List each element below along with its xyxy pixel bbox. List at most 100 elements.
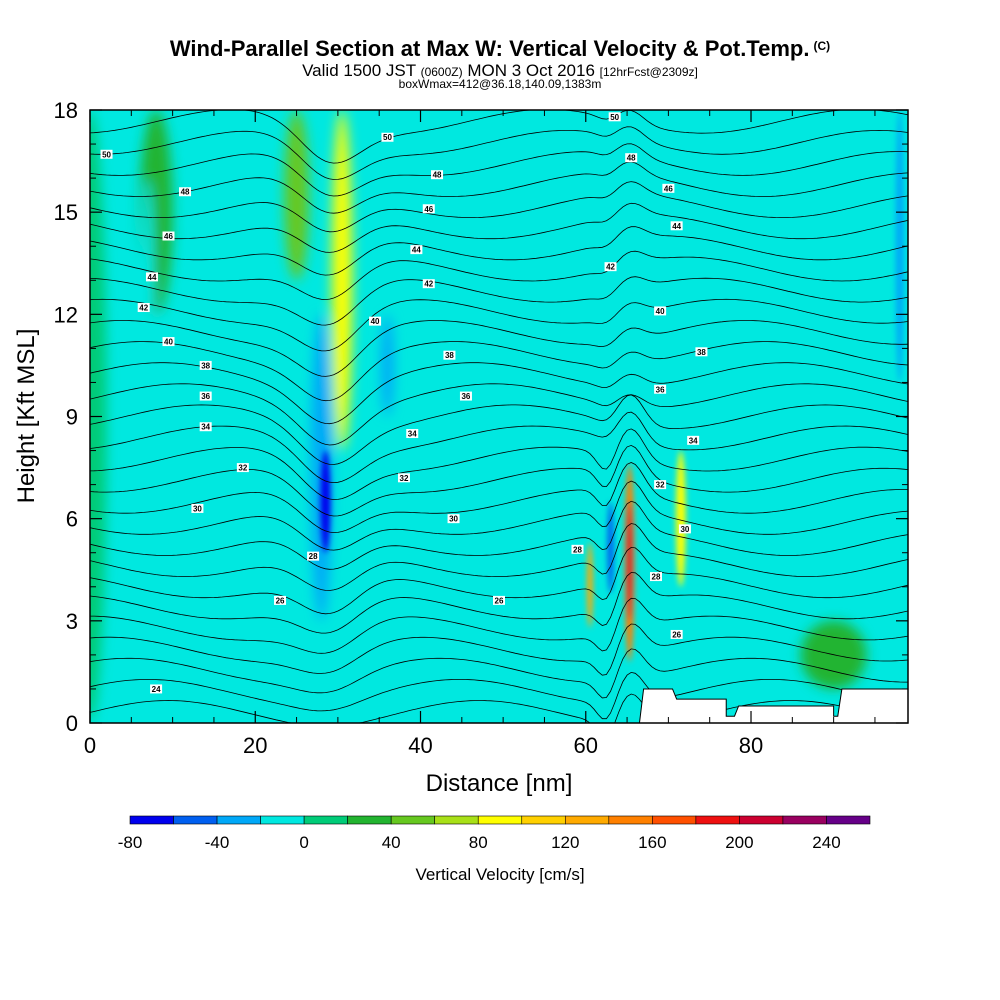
contour-label-bg-16: [422, 204, 435, 214]
contour-label-3: 44: [148, 273, 157, 282]
vv-feature-3: [284, 110, 309, 281]
contour-label-14: 50: [383, 133, 392, 142]
contour-label-38: 28: [652, 573, 661, 582]
y-tick-label-15: 15: [54, 200, 78, 225]
contour-label-29: 46: [664, 184, 673, 193]
contour-label-bg-35: [687, 435, 700, 445]
theta-contour-45: [90, 250, 908, 301]
theta-contour-43: [90, 298, 908, 352]
contour-label-19: 40: [371, 317, 380, 326]
contour-label-bg-29: [662, 183, 675, 193]
theta-contour-29: [90, 572, 908, 634]
theta-contour-48: [90, 181, 908, 233]
contour-label-23: 32: [400, 474, 409, 483]
y-tick-label-0: 0: [66, 711, 78, 736]
contour-label-bg-19: [369, 316, 382, 326]
chart-subtitle: Valid 1500 JST (0600Z) MON 3 Oct 2016 [1…: [302, 61, 698, 80]
contour-label-bg-30: [670, 221, 683, 231]
contour-label-bg-7: [199, 391, 212, 401]
copyright-mark: (C): [813, 39, 831, 53]
contour-label-bg-25: [571, 544, 584, 554]
vv-feature-7: [381, 314, 394, 417]
colorbar-swatch-3: [260, 815, 305, 825]
contour-label-bg-10: [191, 503, 204, 513]
contour-label-bg-11: [307, 551, 320, 561]
contour-label-32: 40: [656, 307, 665, 316]
contour-label-33: 38: [697, 348, 706, 357]
theta-contour-41: [90, 341, 908, 402]
theta-contour-44: [90, 276, 908, 326]
contour-label-bg-17: [410, 245, 423, 255]
vv-feature-11: [607, 501, 614, 594]
colorbar-swatch-10: [564, 815, 610, 825]
theta-contour-32: [90, 500, 908, 570]
contour-label-bg-36: [654, 480, 667, 490]
theta-contour-31: [90, 523, 908, 591]
contour-label-26: 26: [495, 596, 504, 605]
colorbar-swatch-9: [521, 815, 566, 825]
theta-contour-39: [90, 383, 908, 446]
colorbar-swatch-12: [652, 815, 697, 825]
contour-labels: 50 48 46 44 42 40 38 36 34 32 30 28 26 24 50 48 46 44 42 40…: [100, 112, 708, 694]
contour-label-bg-23: [397, 473, 410, 483]
chart-title: Wind-Parallel Section at Max W: Vertical…: [169, 36, 831, 61]
vv-feature-13: [626, 501, 633, 621]
theta-contour-34: [90, 462, 908, 534]
theta-contour-52: [90, 110, 908, 164]
contour-label-27: 50: [610, 113, 619, 122]
contour-label-bg-20: [443, 350, 456, 360]
vv-feature-6: [320, 450, 331, 553]
theta-contour-50: [90, 143, 908, 197]
colorbar-swatch-15: [782, 815, 827, 825]
contour-label-2: 46: [164, 232, 173, 241]
colorbar-swatch-14: [739, 815, 784, 825]
theta-contour-46: [90, 226, 908, 276]
colorbar-tick-40: 40: [382, 833, 401, 852]
colorbar-swatch-2: [216, 815, 261, 825]
y-tick-label-9: 9: [66, 405, 78, 430]
contour-label-bg-8: [199, 422, 212, 432]
x-tick-label-20: 20: [243, 733, 267, 758]
potential-temperature-contours: [90, 110, 908, 723]
contour-label-24: 30: [449, 515, 458, 524]
contour-label-bg-21: [459, 391, 472, 401]
contour-label-bg-2: [162, 231, 175, 241]
contour-label-bg-14: [381, 132, 394, 142]
vv-feature-2: [141, 178, 155, 417]
chart-box-info: boxWmax=412@36.18,140.09,1383m: [398, 77, 602, 91]
theta-contour-26: [90, 648, 908, 699]
contour-label-7: 36: [201, 392, 210, 401]
contour-label-bg-26: [493, 595, 505, 605]
x-axis-label: Distance [nm]: [426, 770, 573, 797]
colorbar-tick-240: 240: [812, 833, 840, 852]
contour-label-36: 32: [656, 481, 665, 490]
colorbar-swatch-16: [826, 815, 871, 825]
x-tick-label-0: 0: [84, 733, 96, 758]
contour-label-bg-37: [678, 524, 691, 534]
theta-contour-28: [90, 597, 908, 654]
colorbar-swatch-7: [434, 815, 479, 825]
contour-label-bg-9: [236, 463, 249, 473]
contour-label-17: 44: [412, 246, 421, 255]
contour-label-15: 48: [433, 171, 442, 180]
vv-feature-9: [478, 348, 495, 485]
colorbar-swatch-1: [173, 815, 218, 825]
vv-feature-14: [675, 450, 686, 587]
colorbar-swatch-0: [129, 815, 174, 825]
colorbar-swatch-8: [477, 815, 523, 825]
contour-label-bg-12: [274, 595, 287, 605]
contour-label-28: 48: [627, 154, 636, 163]
contour-label-bg-32: [654, 306, 667, 316]
contour-label-34: 36: [656, 385, 665, 394]
colorbar-tick-80: 80: [469, 833, 488, 852]
contour-label-bg-33: [695, 347, 708, 357]
theta-contour-47: [90, 202, 908, 253]
contour-label-31: 42: [606, 263, 615, 272]
contour-label-5: 40: [164, 338, 173, 347]
contour-label-6: 38: [201, 361, 210, 370]
theta-contour-42: [90, 320, 908, 377]
contour-label-10: 30: [193, 504, 202, 513]
contour-label-35: 34: [689, 436, 698, 445]
theta-contour-25: [90, 671, 908, 720]
colorbar-label: Vertical Velocity [cm/s]: [415, 865, 584, 884]
